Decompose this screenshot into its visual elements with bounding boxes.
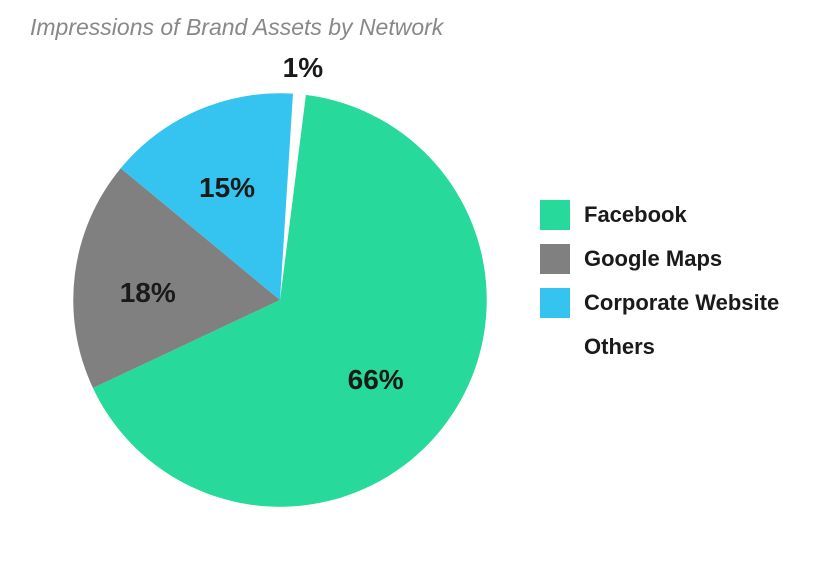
legend-label: Others (584, 334, 655, 360)
chart-container: Impressions of Brand Assets by Network 1… (0, 0, 820, 564)
legend: Facebook Google Maps Corporate Website Othe… (540, 200, 779, 376)
slice-label-others: 1% (283, 52, 323, 84)
legend-swatch (540, 200, 570, 230)
legend-swatch (540, 244, 570, 274)
legend-item-facebook: Facebook (540, 200, 779, 230)
slice-label-google-maps: 18% (120, 277, 176, 309)
legend-item-others: Others (540, 332, 779, 362)
chart-title: Impressions of Brand Assets by Network (30, 14, 443, 41)
pie-chart (40, 50, 520, 550)
slice-label-facebook: 66% (348, 364, 404, 396)
legend-item-corporate-website: Corporate Website (540, 288, 779, 318)
legend-swatch (540, 288, 570, 318)
slice-label-corporate-website: 15% (199, 172, 255, 204)
legend-label: Google Maps (584, 246, 722, 272)
legend-label: Corporate Website (584, 290, 779, 316)
legend-item-google-maps: Google Maps (540, 244, 779, 274)
legend-label: Facebook (584, 202, 687, 228)
